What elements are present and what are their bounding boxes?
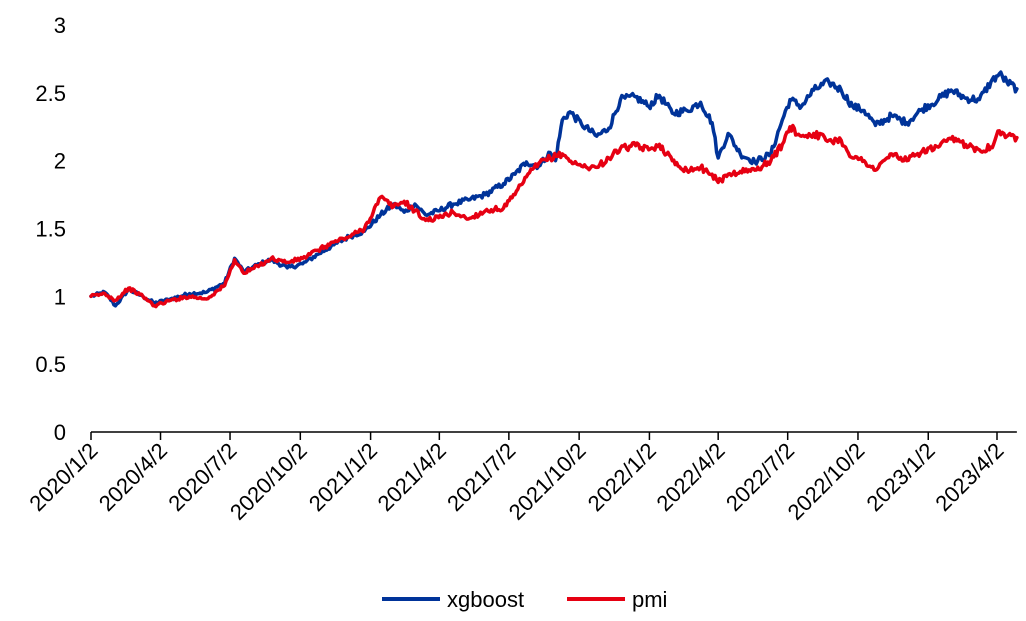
y-tick-label: 3 [54,13,66,38]
series-lines [89,70,1019,309]
x-tick-label: 2022/4/2 [651,438,729,516]
x-tick-label: 2023/1/2 [862,438,940,516]
x-tick-label: 2020/4/2 [94,438,172,516]
y-tick-label: 2.5 [35,81,66,106]
legend-label-xgboost: xgboost [447,587,524,612]
y-tick-label: 0 [54,420,66,445]
legend: xgboost pmi [382,587,667,612]
y-axis-tick-labels: 0 0.5 1 1.5 2 2.5 3 [35,13,66,445]
y-tick-label: 1 [54,284,66,309]
x-axis-ticks: 2020/1/22020/4/22020/7/22020/10/22021/1/… [24,432,1009,525]
series-line-pmi [89,123,1019,309]
x-tick-label: 2022/10/2 [783,438,870,525]
x-tick-label: 2023/4/2 [930,438,1008,516]
x-tick-label: 2020/1/2 [24,438,102,516]
y-tick-label: 2 [54,149,66,174]
x-tick-label: 2022/1/2 [583,438,661,516]
x-tick-label: 2021/10/2 [504,438,591,525]
y-tick-label: 0.5 [35,352,66,377]
x-tick-label: 2021/4/2 [373,438,451,516]
y-tick-label: 1.5 [35,217,66,242]
x-tick-label: 2020/10/2 [225,438,312,525]
x-tick-label: 2021/1/2 [304,438,382,516]
legend-label-pmi: pmi [632,587,667,612]
